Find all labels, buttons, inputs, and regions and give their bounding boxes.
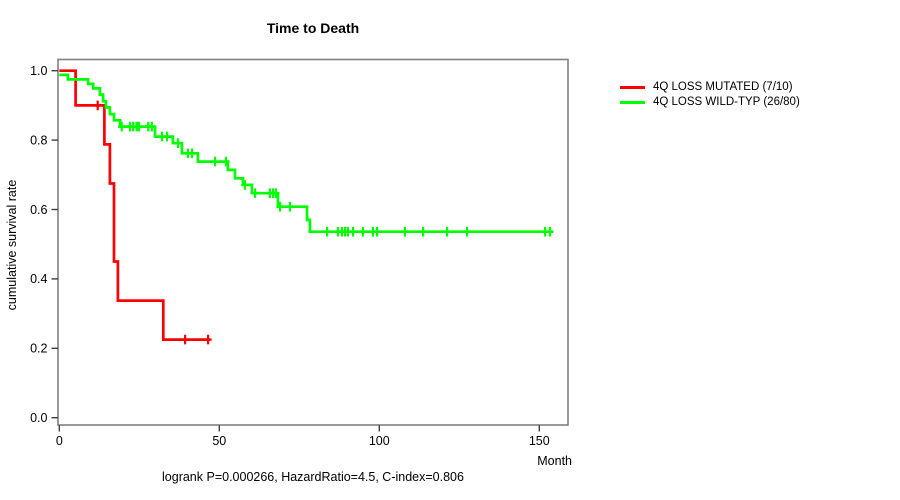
y-axis-tick-label: 0.4	[30, 272, 47, 286]
x-axis-tick-label: 50	[212, 434, 226, 448]
y-axis-title: cumulative survival rate	[5, 179, 19, 311]
legend-item-mutated: 4Q LOSS MUTATED (7/10)	[620, 80, 800, 94]
legend-item-wildtype: 4Q LOSS WILD-TYP (26/80)	[620, 95, 800, 109]
y-axis-tick-label: 0.6	[30, 203, 47, 217]
legend-label-mutated: 4Q LOSS MUTATED (7/10)	[653, 81, 793, 93]
legend-swatch-wildtype	[620, 100, 645, 104]
legend-label-wildtype: 4Q LOSS WILD-TYP (26/80)	[653, 96, 800, 108]
legend-swatch-mutated	[620, 85, 645, 89]
y-axis-tick-label: 0.0	[30, 411, 47, 425]
y-axis-tick-label: 0.8	[30, 133, 47, 147]
x-axis-tick-label: 150	[529, 434, 550, 448]
censor-marks-wildtype	[118, 121, 554, 237]
y-axis-tick-label: 1.0	[30, 64, 47, 78]
censor-marks-mutated	[94, 100, 212, 345]
survival-curve-wildtype	[59, 73, 554, 234]
x-axis-unit-label: Month	[537, 454, 572, 468]
chart-title: Time to Death	[266, 20, 360, 36]
plot-frame	[57, 58, 569, 426]
y-axis-tick-label: 0.2	[30, 342, 47, 356]
x-axis-tick-label: 0	[56, 434, 63, 448]
legend: 4Q LOSS MUTATED (7/10) 4Q LOSS WILD-TYP …	[620, 80, 800, 109]
survival-curve-mutated	[59, 69, 210, 341]
x-axis-tick-label: 100	[369, 434, 390, 448]
stats-footnote: logrank P=0.000266, HazardRatio=4.5, C-i…	[162, 470, 464, 484]
